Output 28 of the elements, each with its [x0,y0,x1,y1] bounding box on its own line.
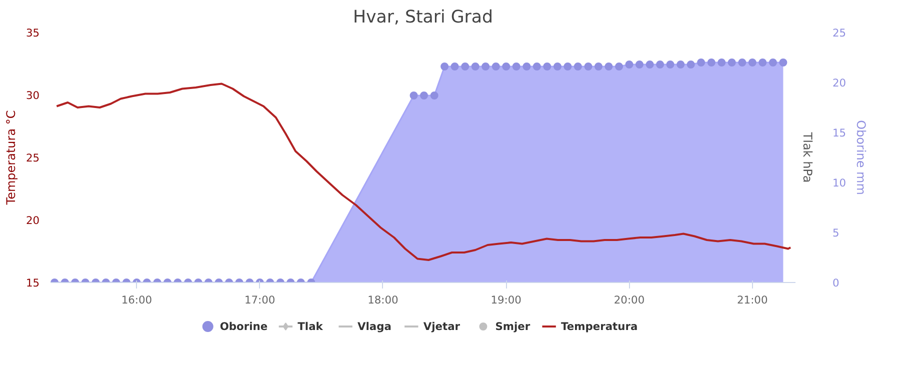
x-tick-label: 19:00 [490,294,522,306]
legend-label: Oborine [220,320,268,333]
legend-label: Temperatura [561,320,638,333]
legend-label: Tlak [298,320,324,333]
legend-label: Smjer [495,320,531,333]
line-series [56,82,792,261]
x-tick-label: 17:00 [244,294,276,306]
y-tick-label: 30 [26,89,40,102]
x-tick-label: 21:00 [737,294,768,306]
y-tick-label: 20 [26,214,40,227]
y3-axis-title: Tlak hPa [800,131,814,183]
x-tick-label: 20:00 [614,294,645,306]
x-tick-label: 18:00 [368,294,399,306]
y2-tick-label: 10 [832,176,846,190]
y-tick-label: 15 [26,276,40,290]
y-axis-title: Temperatura °C [4,110,18,206]
y2-tick-label: 20 [832,76,846,90]
y2-axis-title: Oborine mm [854,120,868,195]
y-tick-label: 25 [26,152,40,164]
x-tick-label: 16:00 [121,294,152,306]
y2-tick-label: 25 [832,26,846,40]
y2-tick-label: 15 [832,126,846,140]
legend-label: Vjetar [423,320,461,333]
y2-tick-label: 5 [832,226,840,240]
legend-label: Vlaga [358,320,392,333]
chart-title: Hvar, Stari Grad [352,8,494,28]
y2-tick-label: 0 [832,276,840,290]
y-tick-label: 35 [26,26,40,40]
